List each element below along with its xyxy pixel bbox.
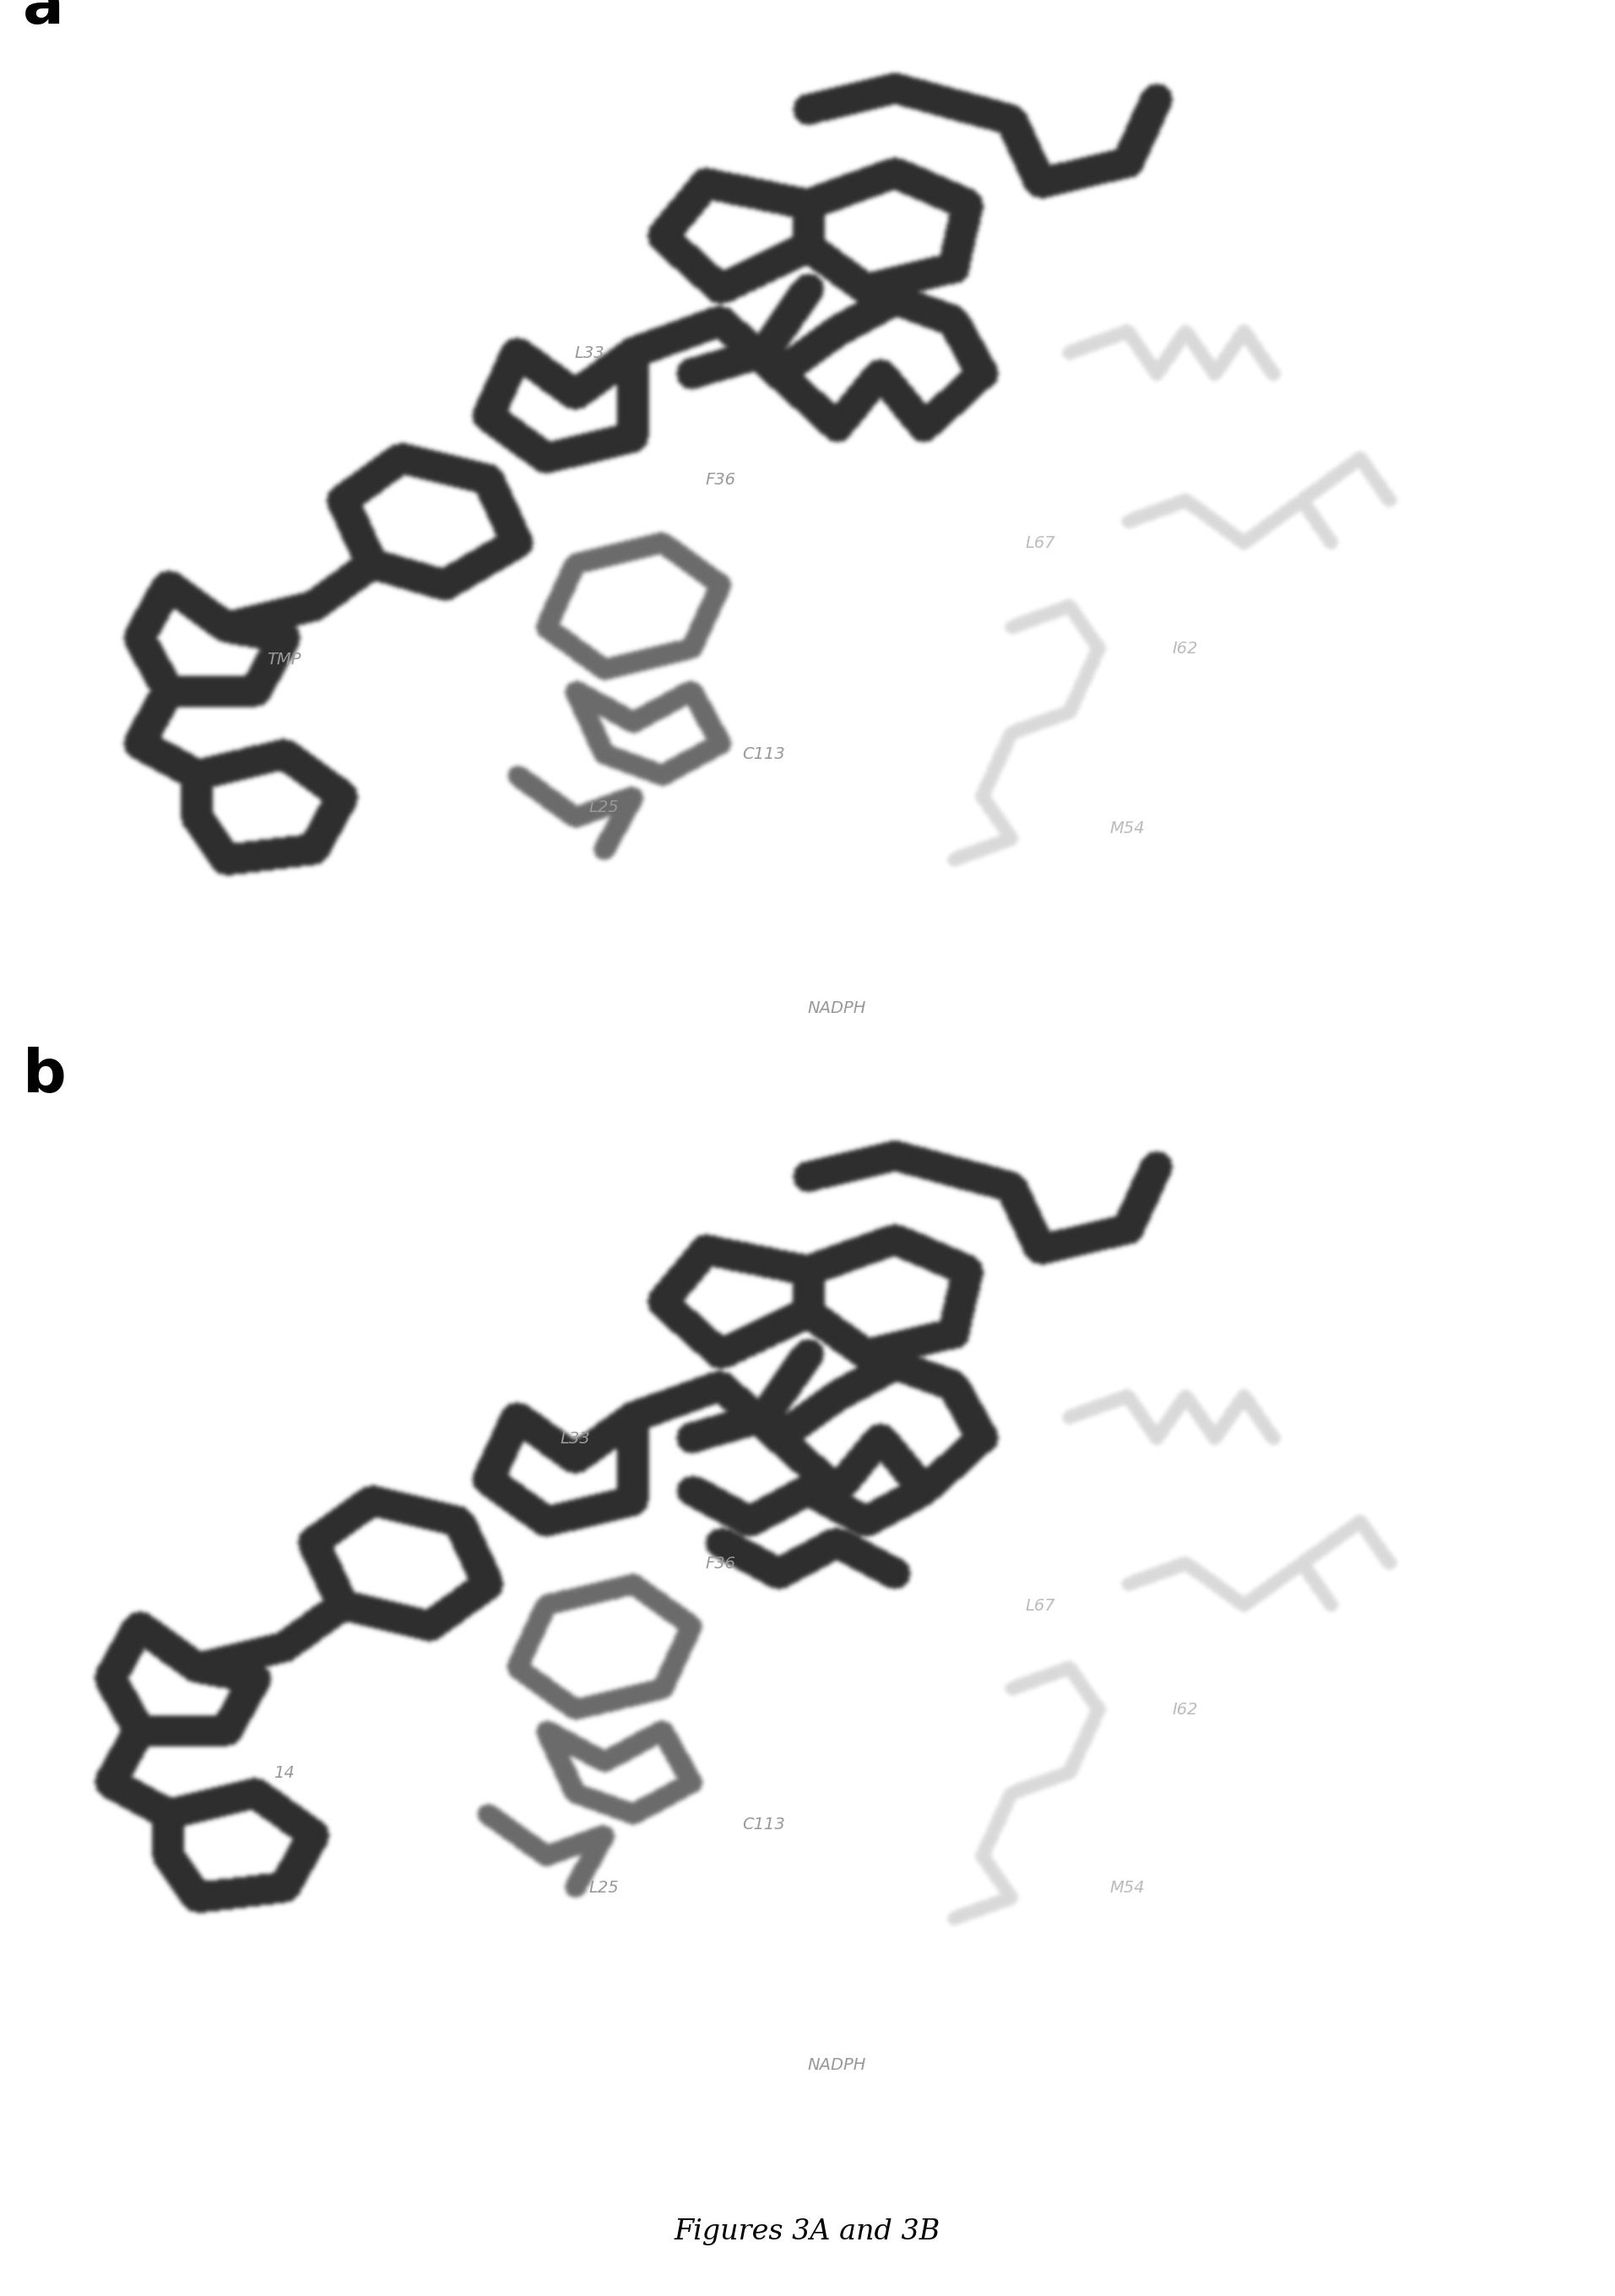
Text: L67: L67 [1026, 1598, 1055, 1614]
Text: C113: C113 [743, 746, 785, 762]
Text: C113: C113 [743, 1816, 785, 1832]
Text: a: a [23, 0, 63, 37]
Text: b: b [23, 1047, 66, 1104]
Text: L33: L33 [575, 344, 604, 360]
Text: F36: F36 [706, 473, 735, 487]
Text: L33: L33 [560, 1430, 589, 1446]
Text: M54: M54 [1110, 820, 1145, 836]
Text: L25: L25 [589, 1880, 619, 1896]
Text: NADPH: NADPH [808, 1001, 866, 1015]
Text: I62: I62 [1172, 1701, 1198, 1717]
Text: I62: I62 [1172, 641, 1198, 657]
Text: L25: L25 [589, 799, 619, 815]
Text: Figures 3A and 3B: Figures 3A and 3B [675, 2218, 940, 2245]
Text: 14: 14 [275, 1766, 294, 1782]
Text: TMP: TMP [266, 652, 302, 668]
Text: L67: L67 [1026, 535, 1055, 551]
Text: M54: M54 [1110, 1880, 1145, 1896]
Text: NADPH: NADPH [808, 2057, 866, 2073]
Text: F36: F36 [706, 1557, 735, 1573]
